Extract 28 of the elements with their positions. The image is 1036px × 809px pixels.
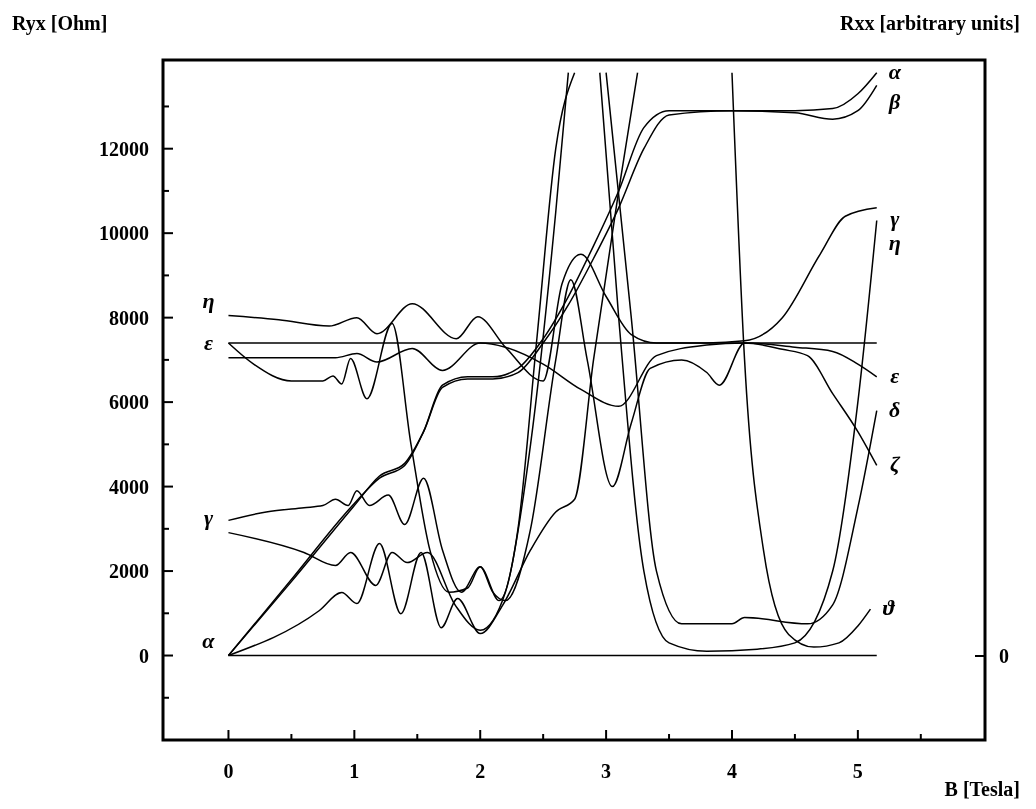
y-tick-label: 10000 bbox=[99, 222, 149, 245]
x-tick-label: 2 bbox=[475, 760, 486, 782]
y-tick-label: 4000 bbox=[109, 475, 149, 498]
y-tick-label: 2000 bbox=[109, 560, 149, 583]
y-tick-label: 6000 bbox=[109, 391, 149, 414]
text: 0 bbox=[999, 645, 1009, 667]
series-label: ε bbox=[890, 362, 900, 388]
x-axis-title: B [Tesla] bbox=[944, 778, 1020, 800]
y2-axis-title: Rxx [arbitrary units] bbox=[840, 12, 1020, 35]
x-tick-label: 4 bbox=[726, 760, 737, 782]
x-tick-label: 3 bbox=[601, 760, 612, 782]
x-tick-label: 1 bbox=[349, 760, 360, 782]
text: ε bbox=[203, 329, 213, 355]
text: γ bbox=[890, 206, 900, 232]
series-label: β bbox=[888, 89, 902, 115]
y-tick-label: 0 bbox=[139, 644, 149, 667]
series-label: η bbox=[202, 287, 215, 313]
y-axis-title: Ryx [Ohm] bbox=[12, 12, 108, 35]
series-label: α bbox=[888, 58, 902, 84]
x-tick-label: 0 bbox=[223, 760, 234, 782]
text: α bbox=[202, 627, 215, 653]
series-label: ζ bbox=[889, 451, 901, 477]
y-tick-label: 12000 bbox=[99, 137, 149, 160]
legend-label: γ bbox=[203, 504, 214, 530]
series-label: ϑ bbox=[882, 595, 896, 621]
series-label: δ bbox=[889, 396, 901, 422]
x-tick-label: 5 bbox=[852, 760, 863, 782]
y-tick-label: 8000 bbox=[109, 306, 149, 329]
